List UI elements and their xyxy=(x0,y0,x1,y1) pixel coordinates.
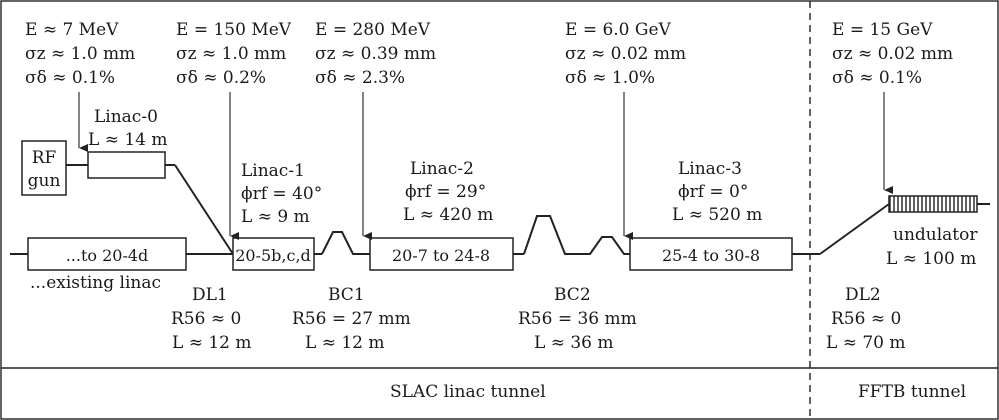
existing-linac-box-label: ...to 20-4d xyxy=(66,246,149,265)
param-bunch-length-3: σz ≈ 0.39 mm xyxy=(315,44,436,64)
linac2-name: Linac-2 xyxy=(410,159,474,179)
linac1-box xyxy=(232,237,315,271)
linac3-phase: ϕrf = 0° xyxy=(678,182,748,202)
param-energy-5: E = 15 GeV xyxy=(832,20,933,40)
dl2-length: L ≈ 70 m xyxy=(826,333,906,353)
beam-params-3: E = 280 MeV σz ≈ 0.39 mm σδ ≈ 2.3% xyxy=(315,20,436,88)
linac2-phase: ϕrf = 29° xyxy=(405,182,486,202)
existing-linac-label: ...existing linac xyxy=(30,273,161,293)
param-energy-2: E = 150 MeV xyxy=(176,20,292,40)
beam-params-4: E = 6.0 GeV σz ≈ 0.02 mm σδ ≈ 1.0% xyxy=(565,20,686,88)
beamline xyxy=(10,164,990,255)
rf-gun-label-1: RF xyxy=(32,148,57,168)
linac3-length: L ≈ 520 m xyxy=(672,205,762,225)
dl1-r56: R56 ≈ 0 xyxy=(171,309,241,329)
param-energy-spread-3: σδ ≈ 2.3% xyxy=(315,68,405,88)
beam-params-2: E = 150 MeV σz ≈ 1.0 mm σδ ≈ 0.2% xyxy=(176,20,292,88)
measurement-arrows xyxy=(78,92,893,240)
linac2-box-label: 20-7 to 24-8 xyxy=(392,246,490,265)
param-energy-3: E = 280 MeV xyxy=(315,20,431,40)
rf-gun-box xyxy=(21,140,67,196)
beam-params-1: E ≈ 7 MeV σz ≈ 1.0 mm σδ ≈ 0.1% xyxy=(25,20,135,88)
param-bunch-length-1: σz ≈ 1.0 mm xyxy=(25,44,135,64)
linac2-length: L ≈ 420 m xyxy=(403,205,493,225)
linac0-name: Linac-0 xyxy=(94,107,158,127)
bc2-length: L ≈ 36 m xyxy=(534,333,614,353)
bc1-name: BC1 xyxy=(328,285,365,305)
param-energy-spread-1: σδ ≈ 0.1% xyxy=(25,68,115,88)
rf-gun-label-2: gun xyxy=(28,171,61,191)
param-energy-4: E = 6.0 GeV xyxy=(565,20,672,40)
existing-linac-box xyxy=(27,237,187,271)
bc1-r56: R56 = 27 mm xyxy=(292,309,411,329)
linac1-box-label: 20-5b,c,d xyxy=(235,246,311,265)
linac0-length: L ≈ 14 m xyxy=(88,130,168,150)
linac2-box xyxy=(369,237,514,271)
linac3-box xyxy=(629,237,793,271)
param-bunch-length-2: σz ≈ 1.0 mm xyxy=(176,44,286,64)
dl2-name: DL2 xyxy=(845,285,881,305)
dl1-length: L ≈ 12 m xyxy=(172,333,252,353)
undulator-box xyxy=(888,195,978,213)
bc1-length: L ≈ 12 m xyxy=(305,333,385,353)
undulator-length: L ≈ 100 m xyxy=(886,249,976,269)
slac-tunnel-label: SLAC linac tunnel xyxy=(390,382,546,402)
linac1-name: Linac-1 xyxy=(241,161,305,181)
dl1-name: DL1 xyxy=(192,285,228,305)
param-bunch-length-4: σz ≈ 0.02 mm xyxy=(565,44,686,64)
param-energy-spread-4: σδ ≈ 1.0% xyxy=(565,68,655,88)
param-energy-1: E ≈ 7 MeV xyxy=(25,20,119,40)
param-bunch-length-5: σz ≈ 0.02 mm xyxy=(832,44,953,64)
linac3-box-label: 25-4 to 30-8 xyxy=(662,246,760,265)
linac3-name: Linac-3 xyxy=(678,159,742,179)
linac1-phase: ϕrf = 40° xyxy=(241,184,322,204)
linac0-box xyxy=(87,151,166,179)
dl2-r56: R56 ≈ 0 xyxy=(831,309,901,329)
bc2-name: BC2 xyxy=(554,285,591,305)
param-energy-spread-5: σδ ≈ 0.1% xyxy=(832,68,922,88)
param-energy-spread-2: σδ ≈ 0.2% xyxy=(176,68,266,88)
undulator-name: undulator xyxy=(893,225,978,245)
bc2-r56: R56 = 36 mm xyxy=(518,309,637,329)
fftb-tunnel-label: FFTB tunnel xyxy=(858,382,966,402)
linac1-length: L ≈ 9 m xyxy=(241,207,310,227)
beam-params-5: E = 15 GeV σz ≈ 0.02 mm σδ ≈ 0.1% xyxy=(832,20,953,88)
